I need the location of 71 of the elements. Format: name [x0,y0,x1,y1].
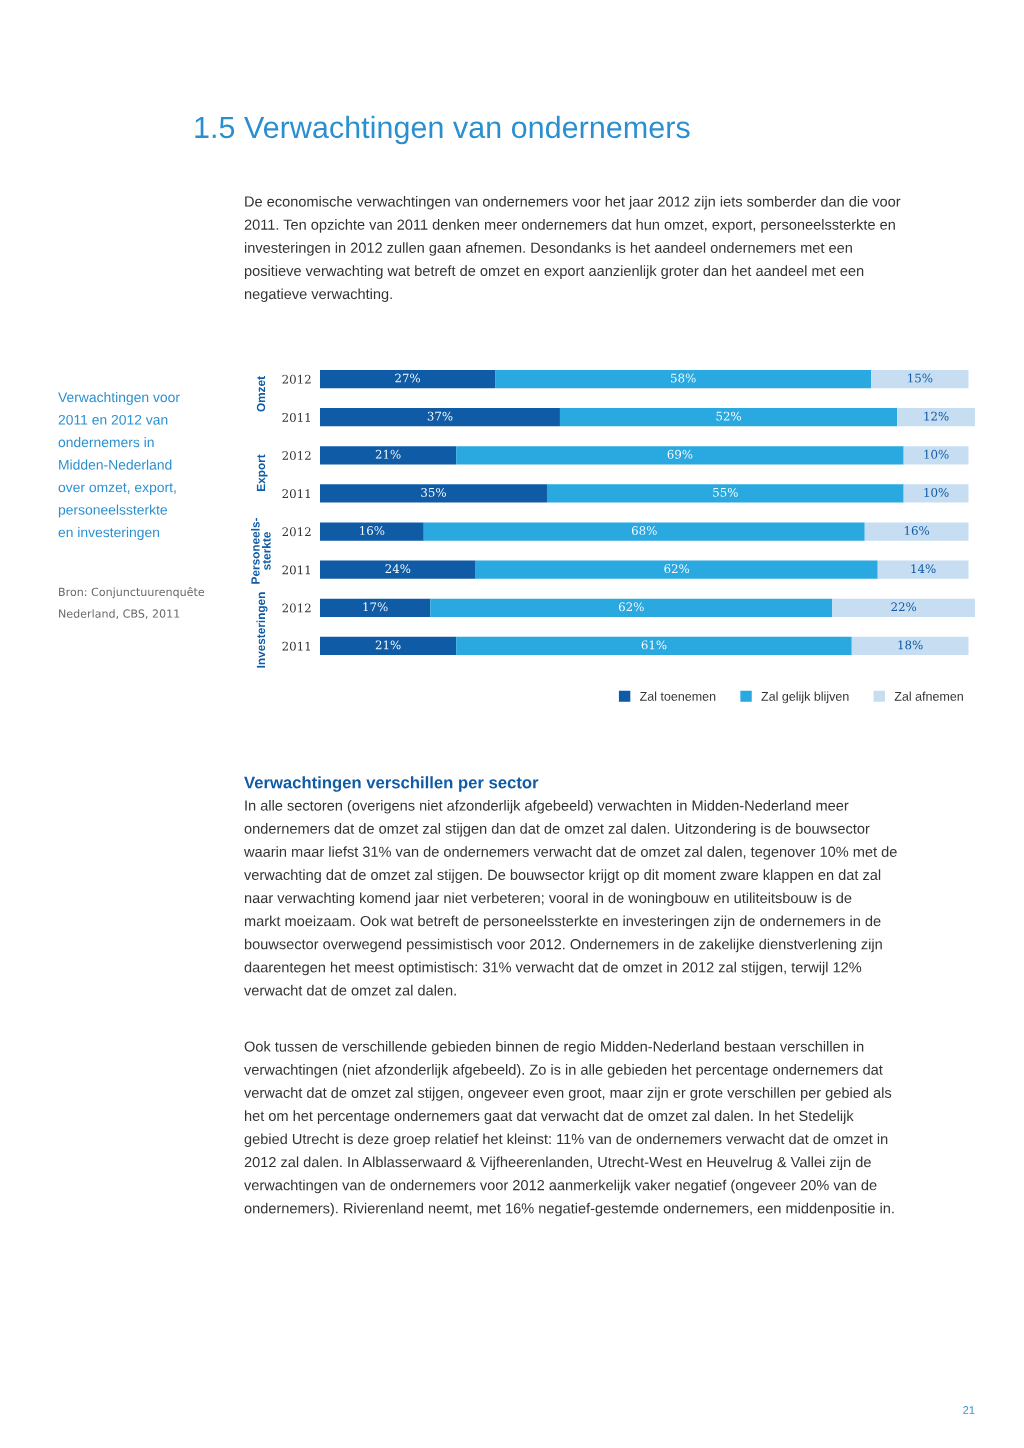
data-label: 10% [924,487,949,497]
data-label: 14% [911,564,936,574]
text: Verwachtingen verschillen per sector [244,776,539,792]
y-tick-label: 2011 [282,412,310,422]
y-tick-label: 2012 [282,527,311,537]
data-label: 10% [924,449,949,459]
data-label: 22% [891,602,917,612]
legend-label: Zal gelijk blijven [761,691,849,704]
text: Investeringen [256,592,268,668]
data-label: 37% [427,411,453,421]
y-tick-label: 2011 [282,489,310,499]
bar [559,408,898,427]
bar [897,408,975,427]
bar [546,484,904,503]
bar [320,598,431,617]
text: Bron: Conjunctuurenquête Nederland, CBS, 2011 [59,587,205,619]
text: In alle sectoren (overigens niet afzonderlijk afgebeeld) verwachten in Midden-Nederland meer ondernemers dat de omzet zal stijgen dan dat de omzet zal dalen. Uitzondering is de bouwsector waarin maar liefst 31% van de ondernemers verwacht dat de omzet zal dalen, tegenover 10% met de verwachting dat de omzet zal stijgen. De bouwsector krijgt op dit moment zware klappen en dat zal naar verwachting komend jaar niet verbeteren; vooral in de woningbouw en utiliteitsbouw is de markt moeizaam. Ook wat betreft de personeelssterkte en investeringen zijn de ondernemers in de bouwsector overwegend pessimistisch voor 2012. Ondernemers in de zakelijke dienstverlening zijn daarentegen het meest optimistisch: 31% verwacht dat de omzet in 2012 zal stijgen, terwijl 12% verwacht dat de omzet zal dalen. [243,800,897,996]
data-label: 55% [713,487,738,497]
y-tick-label: 2012 [282,374,311,384]
bar [877,560,969,579]
data-label: 52% [716,411,742,421]
data-label: 16% [904,526,930,535]
data-label: 35% [421,487,446,497]
bar [320,369,496,389]
data-label: 21% [375,640,401,650]
y-tick-label: 2012 [282,451,311,460]
data-label: 61% [641,640,667,650]
bar [320,408,560,427]
legend-label: Zal toenemen [640,691,716,701]
text: Export [256,454,268,491]
bar [495,369,872,389]
data-label: 18% [898,640,923,650]
bar [903,484,969,503]
data-label: 12% [924,411,949,421]
text: Ook tussen de verschillende gebieden binnen de regio Midden-Nederland bestaan verschillen in verwachtingen (niet afzonderlijk afgebeeld). Zo is in alle gebieden het percentage ondernemers dat verwacht dat de omzet zal stijgen, ongeveer even groot, maar zijn er grote verschillen per gebied als het om het percentage ondernemers gaat dat verwacht dat de omzet zal dalen. In het Stedelijk gebied Utrecht is deze groep relatief het kleinst: 11% van de ondernemers verwacht dat de omzet in 2012 zal dalen. In Alblasserwaard & Vijfheerenlanden, Utrecht-West en Heuvelrug & Vallei zijn de verwachtingen van de ondernemers voor 2012 aanmerkelijk vaker negatief (ongeveer 20% van de ondernemers). Rivierenland neemt, met 16% negatief-gestemde ondernemers, een middenpositie in. [244,1041,894,1217]
bar [320,522,424,541]
data-label: 15% [908,373,933,383]
bar [832,598,975,617]
data-label: 16% [360,526,385,535]
bar [320,484,547,503]
chart-subtitle: De economische verwachtingen van ondernemers voor het jaar 2012 zijn iets somberder dan die voor 2011. Ten opzichte van 2011 denken meer ondernemers dat hun omzet, export, personeelssterkte en investeringen in 2012 zullen gaan afnemen. Desondanks is het aandeel ondernemers met een positieve verwachting wat betreft de omzet en export aanzienlijk groter dan het aandeel met een negatieve verwachting. [244,196,901,303]
data-label: 69% [667,449,693,459]
text: Verwachtingen voor 2011 en 2012 van ondernemers in Midden-Nederland over omzet, export, personeelssterkte en investeringen [58,392,180,540]
bar [475,560,878,579]
y-tick-label: 2011 [282,565,310,575]
bar [320,636,457,656]
data-label: 27% [395,373,421,383]
bar [430,598,833,617]
y-tick-label: 2012 [282,603,311,613]
data-label: 58% [671,373,696,383]
data-label: 68% [631,526,657,535]
data-label: 62% [664,564,690,574]
data-label: 62% [618,602,644,612]
legend-label: Zal afnemen [894,691,963,701]
data-label: 17% [363,602,388,612]
bar [864,522,969,541]
bar [903,446,969,465]
text: Omzet [256,376,266,412]
bar [320,446,457,465]
bar [423,522,865,541]
bar [456,446,904,465]
bar [320,560,476,579]
chart-title: 1.5 Verwachtingen van ondernemers [195,115,690,145]
bar [456,636,852,656]
data-label: 24% [385,564,411,574]
data-label: 21% [375,449,401,459]
text: Personeels- sterkte [250,518,271,584]
text: 21 [963,1406,975,1414]
y-tick-label: 2011 [282,641,310,651]
bar [871,369,969,389]
bar [851,636,969,656]
